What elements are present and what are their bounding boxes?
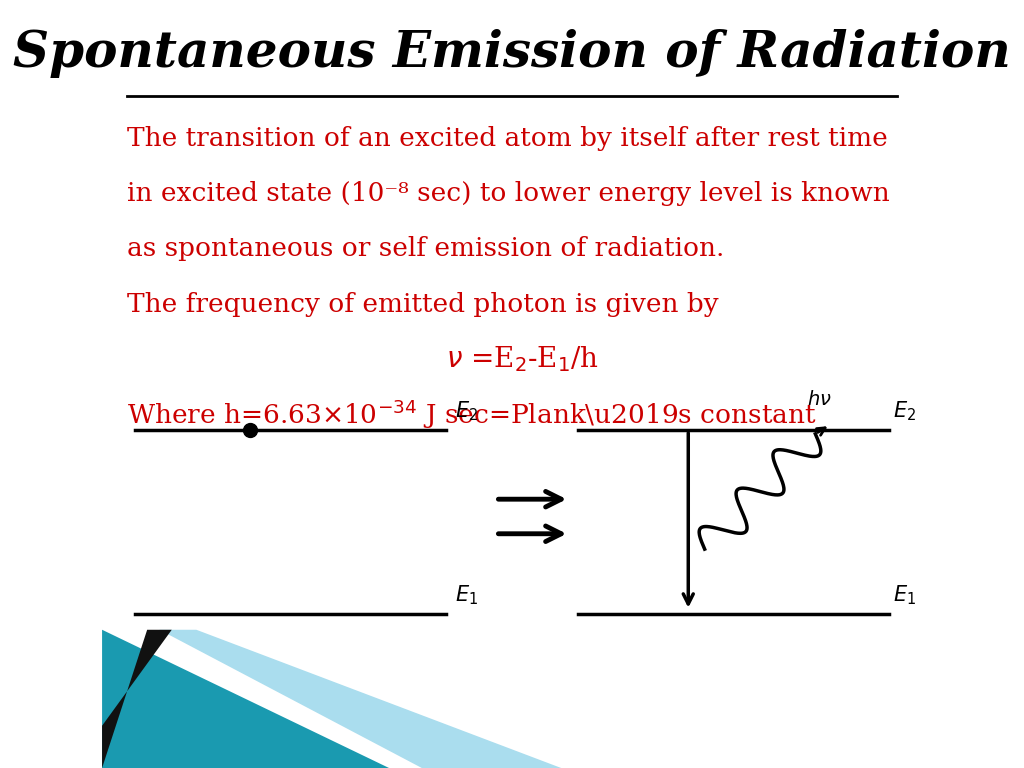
Text: $E_2$: $E_2$ <box>893 399 916 422</box>
Text: Where h=6.63$\times$10$^{-34}$ J sec=Plank\u2019s constant: Where h=6.63$\times$10$^{-34}$ J sec=Pla… <box>127 398 816 432</box>
Polygon shape <box>102 630 389 768</box>
Text: $E_1$: $E_1$ <box>893 584 916 607</box>
Text: in excited state (10⁻⁸ sec) to lower energy level is known: in excited state (10⁻⁸ sec) to lower ene… <box>127 181 890 206</box>
Text: Spontaneous Emission of Radiation: Spontaneous Emission of Radiation <box>13 29 1011 78</box>
Text: as spontaneous or self emission of radiation.: as spontaneous or self emission of radia… <box>127 237 724 261</box>
Text: $\nu$ =E$_2$-E$_1$/h: $\nu$ =E$_2$-E$_1$/h <box>446 345 599 374</box>
Text: The frequency of emitted photon is given by: The frequency of emitted photon is given… <box>127 292 718 316</box>
Polygon shape <box>102 630 172 768</box>
Text: $h\nu$: $h\nu$ <box>807 390 831 409</box>
Text: $E_1$: $E_1$ <box>455 584 477 607</box>
Polygon shape <box>160 630 561 768</box>
Text: The transition of an excited atom by itself after rest time: The transition of an excited atom by its… <box>127 126 888 151</box>
Text: $E_2$: $E_2$ <box>455 399 477 422</box>
